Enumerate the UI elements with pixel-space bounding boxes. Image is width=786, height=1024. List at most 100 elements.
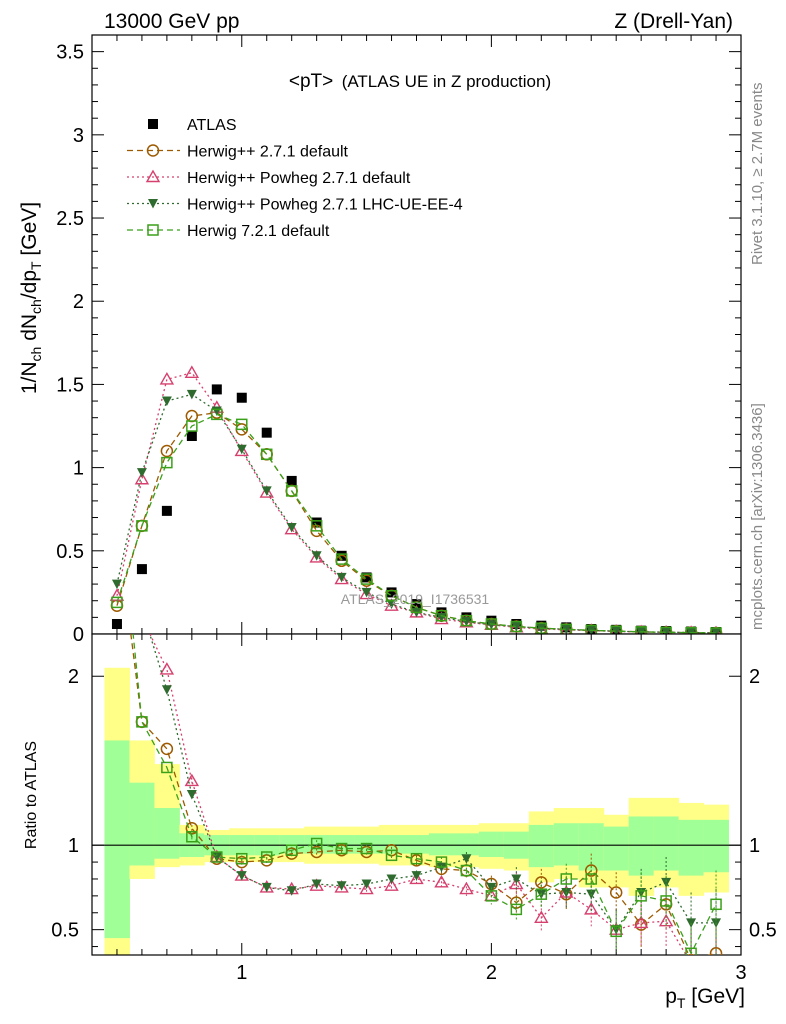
data-point bbox=[234, 443, 249, 457]
watermark: ATLAS_2019_I1736531 bbox=[341, 591, 490, 607]
ratio-y-tick-label-right: 1 bbox=[749, 835, 760, 857]
data-point bbox=[310, 520, 323, 532]
data-point bbox=[360, 573, 373, 585]
ratio-y-tick-label: 2 bbox=[68, 666, 79, 688]
data-point bbox=[136, 520, 148, 532]
ratio-data-point bbox=[311, 879, 322, 890]
ratio-data-point bbox=[260, 851, 273, 863]
ratio-data-point bbox=[161, 761, 173, 774]
main-panel-background bbox=[91, 34, 742, 635]
data-point bbox=[386, 587, 397, 598]
stat-uncertainty-band bbox=[703, 819, 730, 873]
ratio-data-point bbox=[309, 878, 324, 891]
ratio-data-point bbox=[634, 918, 648, 931]
data-point bbox=[511, 622, 522, 632]
legend-item: Herwig++ 2.7.1 default bbox=[127, 144, 349, 161]
ratio-data-point bbox=[435, 856, 448, 868]
ratio-data-point bbox=[661, 877, 672, 888]
legend-marker bbox=[148, 119, 158, 129]
x-tick-label: 1 bbox=[236, 962, 247, 984]
stat-uncertainty-band bbox=[553, 823, 580, 866]
data-point bbox=[259, 485, 274, 498]
main-y-tick-label: 0.5 bbox=[56, 541, 84, 563]
main-panel-series bbox=[109, 365, 724, 640]
ratio-data-point bbox=[286, 886, 297, 896]
legend-item: Herwig++ Powheg 2.7.1 LHC-UE-EE-4 bbox=[127, 197, 463, 214]
legend: ATLAS Herwig++ 2.7.1 default Herwig++ Powh… bbox=[127, 117, 463, 240]
ratio-data-point bbox=[710, 957, 722, 968]
x-tick-label: 3 bbox=[735, 962, 746, 984]
data-point bbox=[184, 365, 200, 378]
ratio-data-point bbox=[687, 953, 695, 955]
ratio-data-point bbox=[336, 881, 347, 891]
main-y-tick-label: 0 bbox=[73, 624, 84, 646]
ratio-data-point bbox=[434, 874, 449, 888]
data-point bbox=[109, 588, 125, 601]
data-point bbox=[436, 612, 447, 623]
data-point bbox=[285, 485, 298, 497]
ratio-y-axis-label: Ratio to ATLAS bbox=[23, 741, 40, 849]
data-point bbox=[336, 572, 347, 583]
main-panel-frame bbox=[91, 34, 742, 635]
data-point bbox=[111, 619, 122, 630]
ratio-data-point bbox=[511, 874, 522, 884]
ratio-panel-bands bbox=[91, 633, 742, 956]
ratio-data-point bbox=[184, 773, 200, 787]
ratio-data-point bbox=[710, 898, 722, 911]
ratio-data-point bbox=[709, 947, 723, 955]
stat-uncertainty-band bbox=[154, 808, 180, 859]
ratio-y-tick-label: 1 bbox=[68, 835, 79, 857]
ratio-data-point bbox=[409, 871, 424, 885]
ratio-data-point bbox=[211, 851, 223, 863]
ratio-data-point bbox=[236, 852, 248, 865]
main-y-tick-label: 3.5 bbox=[56, 42, 84, 64]
data-point bbox=[161, 396, 172, 407]
ratio-data-point bbox=[310, 837, 323, 850]
stat-uncertainty-band bbox=[129, 782, 155, 866]
stat-uncertainty-band bbox=[603, 826, 630, 871]
stat-uncertainty-band bbox=[428, 833, 455, 856]
legend-marker bbox=[145, 169, 161, 183]
data-point bbox=[160, 444, 174, 458]
legend-item: Herwig++ Powheg 2.7.1 default bbox=[127, 169, 411, 187]
data-point bbox=[486, 620, 497, 630]
stat-uncertainty-band bbox=[628, 816, 655, 876]
main-y-tick-labels: 0 0.5 1 1.5 2 2.5 3 3.5 bbox=[56, 42, 84, 646]
data-point bbox=[311, 517, 322, 528]
data-point bbox=[159, 372, 175, 385]
data-point bbox=[311, 551, 322, 561]
ratio-data-point bbox=[461, 854, 472, 864]
stat-uncertainty-band bbox=[528, 824, 555, 868]
data-point bbox=[236, 444, 247, 455]
legend-label: Herwig++ Powheg 2.7.1 LHC-UE-EE-4 bbox=[187, 197, 463, 214]
data-point bbox=[286, 523, 297, 533]
legend-label: Herwig 7.2.1 default bbox=[187, 223, 330, 240]
data-point bbox=[384, 598, 399, 611]
ratio-data-point bbox=[585, 873, 597, 885]
main-y-tick-label: 2 bbox=[73, 291, 84, 313]
data-point bbox=[561, 624, 572, 635]
mcplots-label: mcplots.cern.ch [arXiv:1306.3436] bbox=[749, 403, 766, 630]
data-point bbox=[611, 626, 622, 637]
data-point bbox=[461, 617, 472, 627]
ratio-data-point bbox=[261, 882, 272, 893]
ratio-data-point bbox=[186, 830, 198, 843]
main-y-axis-label: 1/Nch dNch/dpT [GeV] bbox=[18, 202, 44, 394]
ratio-data-point bbox=[685, 957, 697, 968]
ratio-data-point bbox=[510, 903, 523, 916]
main-y-tick-label: 3 bbox=[73, 125, 84, 147]
stat-uncertainty-band bbox=[478, 831, 505, 858]
stat-uncertainty-band bbox=[678, 819, 705, 876]
series-line bbox=[116, 413, 717, 634]
ratio-data-point bbox=[159, 662, 175, 675]
ratio-data-point bbox=[685, 947, 697, 955]
ratio-data-point bbox=[459, 881, 474, 895]
data-point bbox=[136, 468, 147, 478]
ratio-panel-ticks bbox=[91, 634, 742, 955]
ratio-data-point bbox=[334, 880, 349, 893]
x-axis-label: pT [GeV] bbox=[665, 985, 745, 1011]
data-point bbox=[236, 418, 248, 431]
ratio-data-point bbox=[485, 890, 498, 902]
ratio-series-3 bbox=[132, 634, 722, 955]
